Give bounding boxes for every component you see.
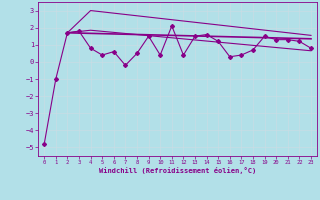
X-axis label: Windchill (Refroidissement éolien,°C): Windchill (Refroidissement éolien,°C) [99,167,256,174]
